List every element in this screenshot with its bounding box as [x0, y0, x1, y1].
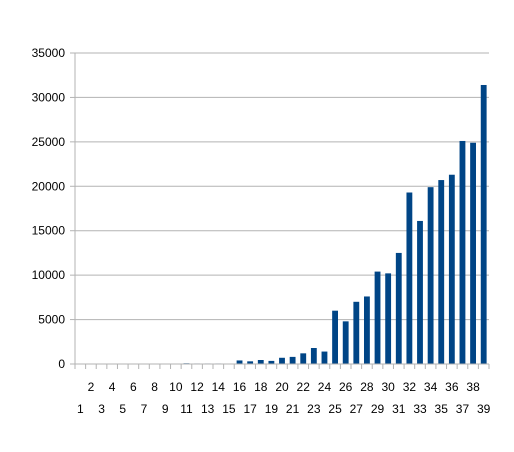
x-tick-label: 31	[392, 402, 406, 416]
gridlines	[75, 52, 489, 321]
bar-19	[268, 360, 275, 364]
bar-35	[438, 180, 445, 364]
x-tick-label: 12	[190, 380, 204, 394]
x-tick-label: 17	[243, 402, 257, 416]
x-tick-label: 20	[275, 380, 289, 394]
x-tick-label: 13	[201, 402, 215, 416]
x-axis-tick-labels: 1234567891011121314151617181920212223242…	[77, 380, 491, 416]
x-tick-label: 28	[360, 380, 374, 394]
x-tick-label: 6	[130, 380, 137, 394]
x-tick-label: 32	[403, 380, 417, 394]
bar-16	[236, 360, 243, 364]
bar-17	[247, 361, 254, 364]
x-tick-label: 18	[254, 380, 268, 394]
y-tick-label: 25000	[32, 135, 66, 149]
bar-22	[300, 353, 307, 364]
x-tick-label: 25	[328, 402, 342, 416]
x-tick-label: 4	[109, 380, 116, 394]
y-tick-label: 10000	[32, 268, 66, 282]
bar-32	[406, 192, 413, 364]
bar-34	[427, 187, 434, 364]
bar-26	[342, 321, 349, 364]
x-tick-label: 14	[212, 380, 226, 394]
y-tick-label: 20000	[32, 179, 66, 193]
x-tick-label: 15	[222, 402, 236, 416]
x-tick-label: 19	[265, 402, 279, 416]
x-tick-label: 9	[162, 402, 169, 416]
x-tick-label: 1	[77, 402, 84, 416]
x-tick-label: 7	[141, 402, 148, 416]
x-tick-label: 34	[424, 380, 438, 394]
bar-31	[395, 252, 402, 364]
bar-23	[310, 348, 317, 364]
y-tick-label: 35000	[32, 46, 66, 60]
bar-36	[448, 174, 455, 364]
bar-37	[459, 140, 466, 364]
bars	[183, 84, 487, 364]
x-tick-label: 37	[456, 402, 470, 416]
bar-28	[364, 296, 370, 364]
x-tick-label: 24	[318, 380, 332, 394]
x-tick-label: 22	[297, 380, 311, 394]
x-tick-label: 27	[350, 402, 364, 416]
bar-29	[374, 271, 381, 364]
bar-38	[470, 142, 476, 364]
x-tick-label: 10	[169, 380, 183, 394]
x-tick-label: 8	[151, 380, 158, 394]
x-tick-label: 39	[477, 402, 491, 416]
bar-24	[321, 351, 328, 364]
y-tick-label: 0	[58, 357, 65, 371]
x-tick-label: 11	[180, 402, 193, 416]
bar-27	[353, 301, 360, 364]
bar-25	[332, 310, 338, 364]
y-tick-label: 5000	[38, 313, 65, 327]
x-tick-label: 21	[286, 402, 300, 416]
y-axis-tick-labels: 0 5000 10000 15000 20000 25000 30000 35000	[32, 46, 66, 371]
bar-39	[480, 84, 487, 364]
x-tick-label: 29	[371, 402, 385, 416]
x-tick-label: 16	[233, 380, 247, 394]
x-tick-label: 33	[413, 402, 427, 416]
x-tick-label: 2	[88, 380, 95, 394]
bar-18	[257, 360, 264, 364]
y-tick-label: 15000	[32, 224, 66, 238]
x-tick-label: 30	[381, 380, 395, 394]
x-tick-label: 35	[435, 402, 449, 416]
bar-30	[385, 273, 392, 364]
y-tick-label: 30000	[32, 90, 66, 104]
x-tick-label: 38	[466, 380, 480, 394]
x-tick-label: 23	[307, 402, 321, 416]
x-tick-label: 5	[119, 402, 126, 416]
axes	[70, 52, 490, 369]
bar-20	[279, 357, 285, 364]
x-tick-label: 36	[445, 380, 459, 394]
bar-21	[289, 356, 296, 364]
bar-33	[417, 220, 423, 364]
x-tick-label: 26	[339, 380, 353, 394]
x-tick-label: 3	[98, 402, 105, 416]
